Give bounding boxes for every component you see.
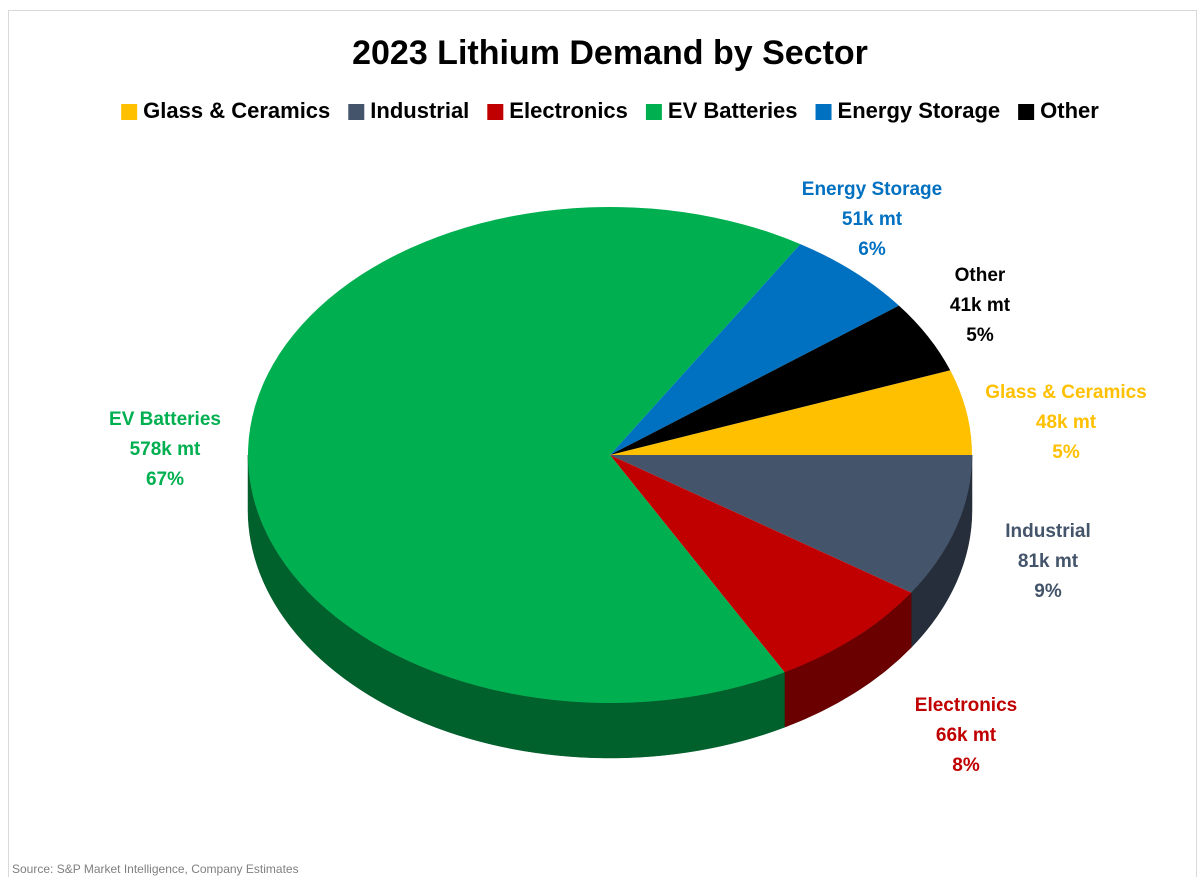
- legend: Glass & Ceramics Industrial Electronics EV …: [121, 98, 1099, 123]
- legend-label: EV Batteries: [668, 98, 798, 123]
- legend-swatch: [645, 104, 662, 120]
- slice-value-label: 51k mt: [842, 209, 903, 230]
- legend-label: Other: [1040, 98, 1099, 123]
- slice-label: Energy Storage: [802, 179, 942, 200]
- legend-label: Electronics: [509, 98, 628, 123]
- slice-value-label: 81k mt: [1018, 551, 1079, 572]
- slice-percent-label: 5%: [1052, 442, 1080, 463]
- slice-value-label: 66k mt: [936, 725, 997, 746]
- slice-value-label: 578k mt: [130, 439, 201, 460]
- slice: [610, 455, 972, 593]
- legend-swatch: [121, 104, 138, 120]
- slice-label: Other: [955, 265, 1006, 286]
- slice: [610, 370, 972, 455]
- slice: [248, 207, 801, 703]
- legend-swatch: [348, 104, 365, 120]
- legend-swatch: [1018, 104, 1035, 120]
- slice-percent-label: 6%: [858, 239, 886, 260]
- source-note: Source: S&P Market Intelligence, Company…: [12, 862, 299, 876]
- slice-label: Industrial: [1005, 521, 1091, 542]
- slice-value-label: 48k mt: [1036, 412, 1097, 433]
- legend-label: Energy Storage: [838, 98, 1001, 123]
- slice-label: Glass & Ceramics: [985, 382, 1147, 403]
- slice-side: [247, 454, 785, 759]
- legend-swatch: [487, 104, 504, 120]
- slice: [610, 305, 951, 455]
- chart-title: 2023 Lithium Demand by Sector: [352, 34, 868, 72]
- slice-value-label: 41k mt: [950, 295, 1011, 316]
- slice-percent-label: 67%: [146, 469, 184, 490]
- slice-percent-label: 5%: [966, 325, 994, 346]
- legend-label: Industrial: [370, 98, 469, 123]
- legend-swatch: [815, 104, 832, 120]
- slice-percent-label: 8%: [952, 755, 980, 776]
- slice-percent-label: 9%: [1034, 581, 1062, 602]
- slice: [610, 244, 899, 455]
- slice-label: EV Batteries: [109, 409, 221, 430]
- slice-label: Electronics: [915, 695, 1017, 716]
- legend-label: Glass & Ceramics: [143, 98, 330, 123]
- slice: [610, 455, 912, 673]
